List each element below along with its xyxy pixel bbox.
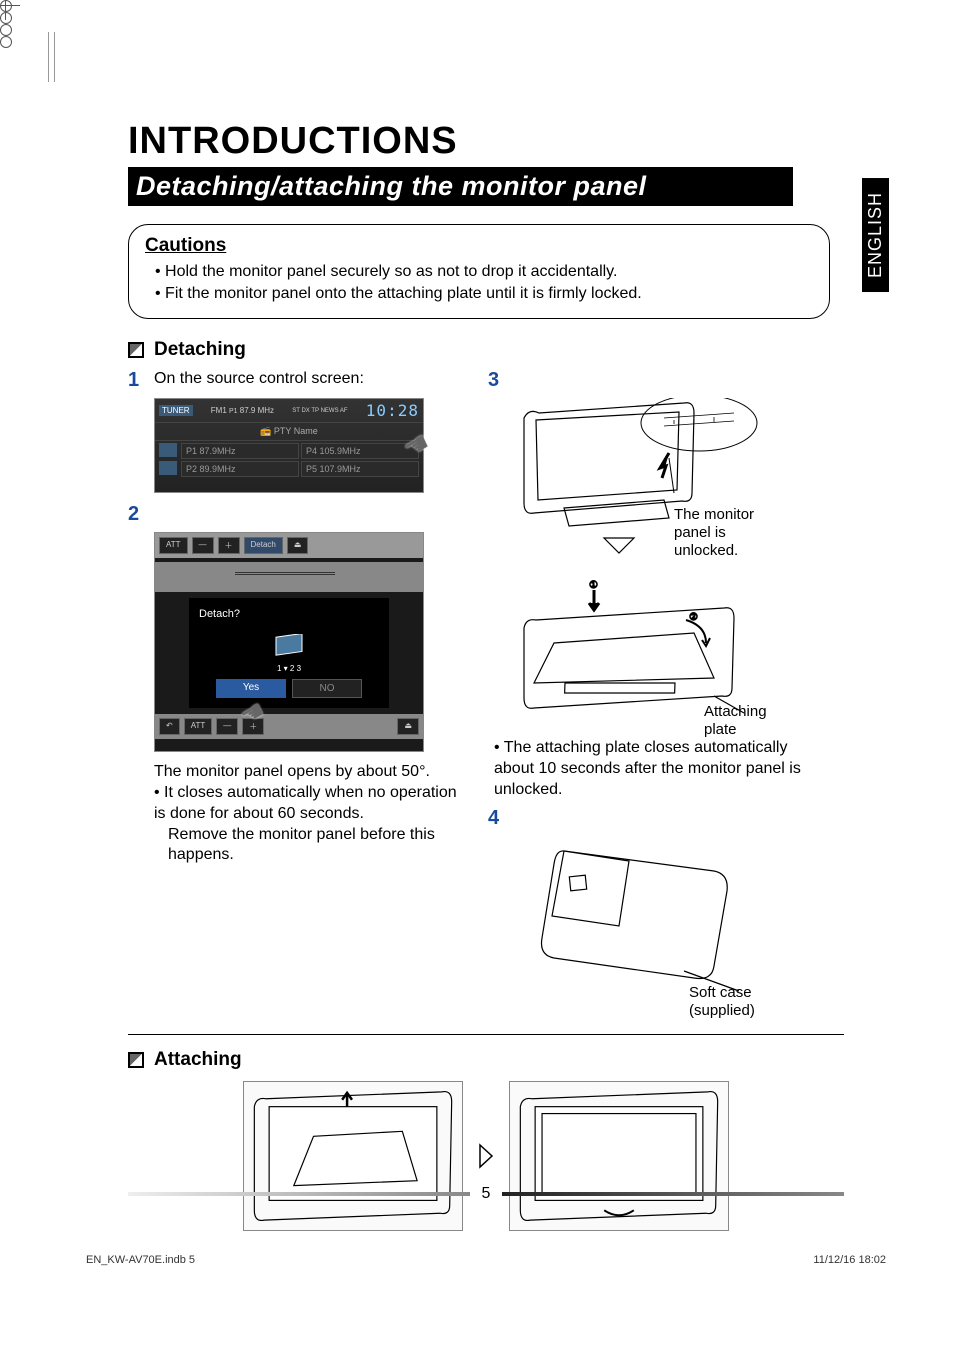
attaching-figures xyxy=(128,1081,844,1231)
detach-button: Detach xyxy=(244,537,283,554)
bluetooth-icon xyxy=(159,443,177,457)
right-column: 3 The monitor panel is unlocked. xyxy=(488,369,830,1005)
step-2-note-c: Remove the monitor panel before this hap… xyxy=(154,825,470,867)
step-1-text: On the source control screen: xyxy=(154,369,364,390)
crop-mark xyxy=(54,32,55,82)
section-heading-bar: Detaching/attaching the monitor panel xyxy=(128,167,793,206)
divider xyxy=(155,562,423,592)
source-badge: TUNER xyxy=(159,405,193,416)
cautions-list: Hold the monitor panel securely so as no… xyxy=(145,261,813,304)
preset-button: P2 89.9MHz xyxy=(181,461,299,477)
eject-icon: ⏏ xyxy=(397,718,419,735)
unlock-figure: The monitor panel is unlocked. xyxy=(514,398,784,558)
footer: EN_KW-AV70E.indb 5 11/12/16 18:02 xyxy=(86,1254,886,1266)
step-3-note-text: The attaching plate closes automatically… xyxy=(494,738,830,800)
cautions-box: Cautions Hold the monitor panel securely… xyxy=(128,224,830,319)
page-title: INTRODUCTIONS xyxy=(128,120,844,163)
section-marker-icon xyxy=(128,342,144,358)
registration-mark-icon xyxy=(0,24,12,36)
step-number: 4 xyxy=(488,807,504,830)
section-heading-text: Detaching/attaching the monitor panel xyxy=(136,171,647,201)
attaching-heading-text: Attaching xyxy=(154,1049,242,1071)
step-3: 3 xyxy=(488,369,830,392)
detach-question-label: Detach? xyxy=(199,608,379,620)
attach-figure-2 xyxy=(509,1081,729,1231)
cautions-item: Fit the monitor panel onto the attaching… xyxy=(155,283,813,305)
registration-mark-icon xyxy=(0,36,12,48)
plus-button: ＋ xyxy=(218,537,240,554)
remove-panel-figure: ① ② Attaching plate xyxy=(514,568,784,728)
soft-case-label: Soft case (supplied) xyxy=(689,984,784,1020)
detach-confirm-dialog: Detach? 1 ▾ 2 3 Yes NO xyxy=(189,598,389,708)
step-number: 3 xyxy=(488,369,504,392)
att-button: ATT xyxy=(159,537,188,554)
section-marker-icon xyxy=(128,1052,144,1068)
svg-text:①: ① xyxy=(589,580,598,591)
registration-mark-icon xyxy=(0,0,12,12)
cautions-title: Cautions xyxy=(145,235,813,257)
band-label: FM1 P1 87.9 MHz xyxy=(211,406,274,415)
minus-button: — xyxy=(192,537,214,554)
eject-icon: ⏏ xyxy=(287,537,309,554)
clock-label: 10:28 xyxy=(366,401,419,420)
step-2-note-a: The monitor panel opens by about 50°. xyxy=(154,762,470,783)
step-4: 4 xyxy=(488,807,830,830)
left-column: 1 On the source control screen: TUNER FM… xyxy=(128,369,470,1005)
attaching-heading: Attaching xyxy=(128,1049,844,1071)
detaching-heading-text: Detaching xyxy=(154,339,246,361)
page-number-bar: 5 xyxy=(128,1185,844,1203)
step-2-note-b: It closes automatically when no operatio… xyxy=(154,783,470,825)
no-button: NO xyxy=(292,679,362,698)
footer-file: EN_KW-AV70E.indb 5 xyxy=(86,1254,195,1266)
step-2: 2 xyxy=(128,503,470,526)
footer-timestamp: 11/12/16 18:02 xyxy=(813,1254,886,1266)
step-number: 1 xyxy=(128,369,144,392)
unlocked-label: The monitor panel is unlocked. xyxy=(674,506,784,560)
chevron-right-icon xyxy=(477,1142,495,1170)
registration-mark-icon xyxy=(0,12,12,24)
soft-case-figure: Soft case (supplied) xyxy=(514,836,784,996)
step-number: 2 xyxy=(128,503,144,526)
language-tab: ENGLISH xyxy=(862,178,889,292)
indicators-label: ST DX TP NEWS AF xyxy=(292,408,347,414)
step-2-notes: The monitor panel opens by about 50°. It… xyxy=(128,762,470,866)
tuner-screen-figure: TUNER FM1 P1 87.9 MHz ST DX TP NEWS AF 1… xyxy=(154,398,424,493)
crop-mark xyxy=(48,32,49,82)
page-number: 5 xyxy=(470,1185,503,1203)
page-bar-right xyxy=(502,1192,844,1196)
separator xyxy=(128,1034,844,1035)
detach-dialog-figure: ATT — ＋ Detach ⏏ Detach? 1 ▾ 2 3 Yes xyxy=(154,532,424,752)
attaching-plate-label: Attaching plate xyxy=(704,703,784,739)
back-icon: ↶ xyxy=(159,718,180,735)
pty-label: 📻 PTY Name xyxy=(155,423,423,441)
preset-button: P1 87.9MHz xyxy=(181,443,299,459)
preset-button: P5 107.9MHz xyxy=(301,461,419,477)
minus-button: — xyxy=(216,718,238,735)
cautions-item: Hold the monitor panel securely so as no… xyxy=(155,261,813,283)
step-3-note: The attaching plate closes automatically… xyxy=(488,738,830,800)
detach-sequence-label: 1 ▾ 2 3 xyxy=(199,634,379,673)
detaching-heading: Detaching xyxy=(128,339,844,361)
page-bar-left xyxy=(128,1192,470,1196)
step-1: 1 On the source control screen: xyxy=(128,369,470,392)
list-icon xyxy=(159,461,177,475)
att-button: ATT xyxy=(184,718,213,735)
attach-figure-1 xyxy=(243,1081,463,1231)
